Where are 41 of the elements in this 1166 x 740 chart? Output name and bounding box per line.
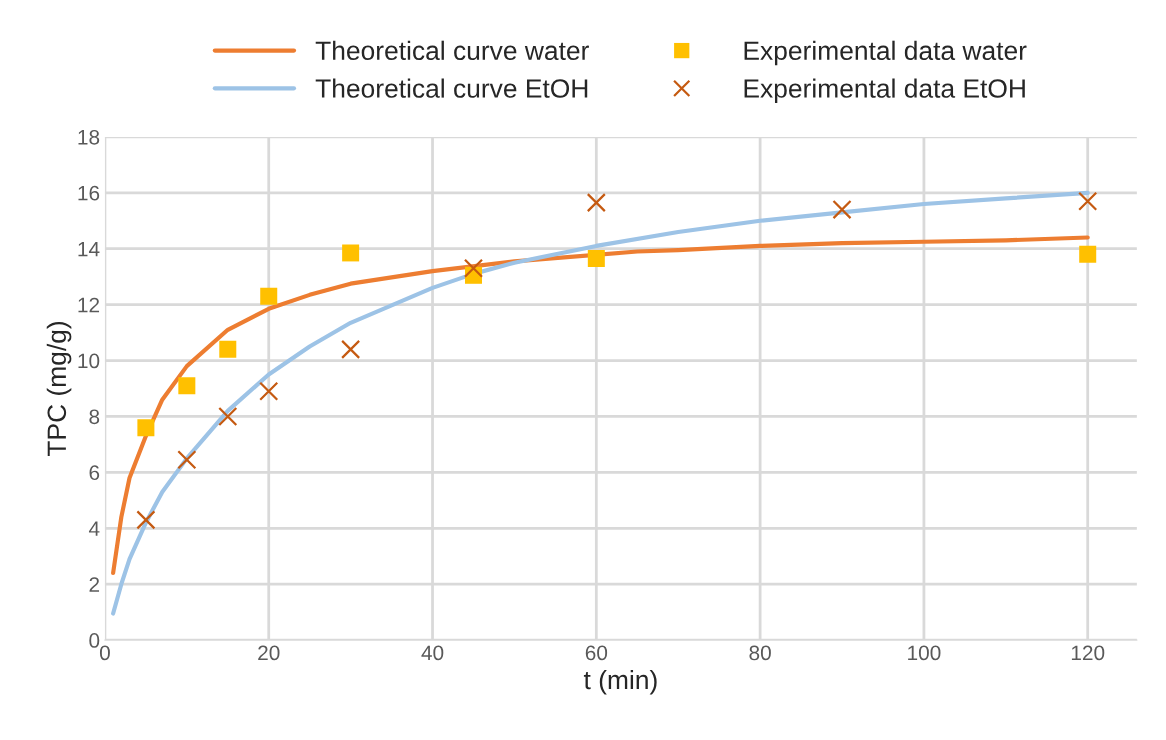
x-tick-label: 40 (421, 645, 444, 661)
point (1078, 191, 1098, 211)
y-tick-label: 14 (78, 241, 100, 257)
x-tick-label: 0 (99, 645, 110, 661)
x-axis-title: t (min) (583, 669, 657, 695)
x-tick-label: 80 (749, 645, 771, 661)
y-tick-label: 16 (78, 185, 100, 201)
point (218, 406, 238, 427)
y-tick-label: 6 (89, 465, 100, 481)
point (1079, 245, 1097, 263)
y-tick-label: 2 (89, 577, 100, 592)
y-tick-label: 10 (78, 353, 100, 369)
x-tick-label: 20 (258, 645, 280, 661)
point (832, 199, 852, 220)
point (178, 377, 196, 395)
point (136, 510, 156, 530)
y-axis-title: TPC (mg/g) (46, 321, 72, 457)
point (260, 287, 278, 305)
point (341, 339, 361, 359)
legend-label: Theoretical curve EtOH (315, 78, 588, 98)
line-series (111, 235, 1090, 576)
legend-label: Experimental data water (744, 40, 1027, 66)
legend-label: Theoretical curve water (315, 40, 589, 61)
x-tick-label: 120 (1071, 645, 1105, 661)
y-tick-label: 12 (78, 297, 100, 313)
line-series (111, 190, 1090, 616)
point (177, 450, 197, 470)
y-tick-label: 4 (88, 521, 100, 536)
point (259, 381, 279, 401)
point (586, 192, 606, 213)
y-tick-label: 18 (78, 129, 100, 145)
x-tick-label: 60 (585, 645, 608, 661)
point (342, 244, 360, 262)
legend-label: Experimental data EtOH (744, 78, 1025, 104)
y-tick-label: 8 (89, 409, 100, 425)
point (587, 250, 605, 268)
point (137, 419, 155, 437)
x-tick-label: 100 (908, 645, 941, 661)
point (463, 258, 484, 278)
y-tick-label: 0 (89, 633, 100, 648)
point (219, 340, 237, 358)
